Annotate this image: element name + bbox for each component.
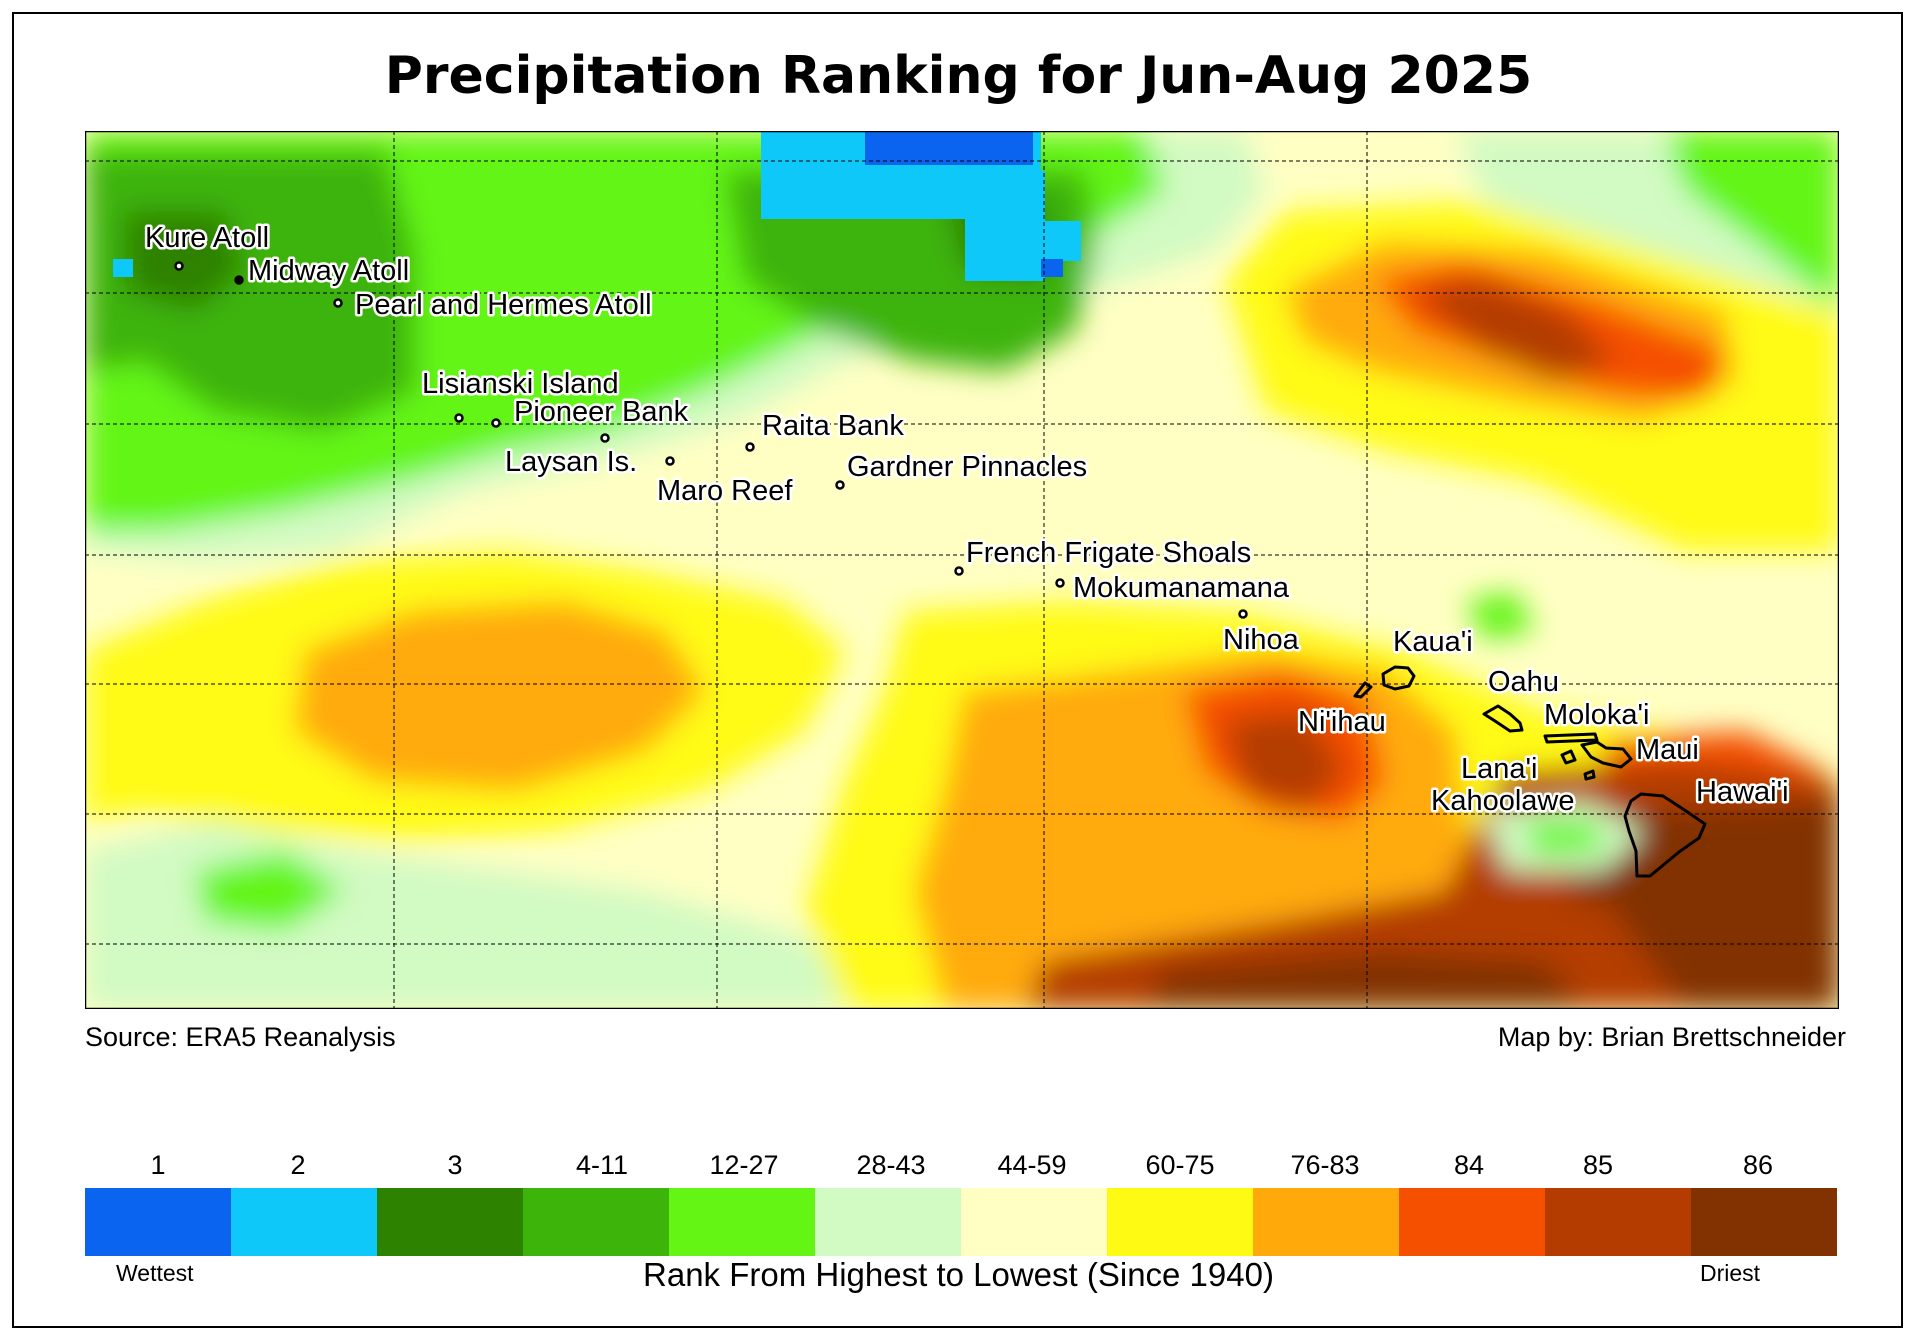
legend-swatch [523, 1188, 669, 1256]
label-kure-atoll: Kure Atoll [145, 222, 269, 254]
label-molokai: Moloka'i [1544, 699, 1649, 731]
place-markers [174, 261, 1248, 619]
figure-frame [12, 12, 1903, 1328]
legend-label: 1 [150, 1150, 166, 1180]
marker-maro-reef [665, 456, 675, 466]
marker-mokumanamana [1055, 578, 1065, 588]
label-kahoolawe: Kahoolawe [1431, 785, 1575, 817]
source-note: Source: ERA5 Reanalysis [85, 1022, 396, 1052]
label-oahu: Oahu [1488, 666, 1559, 698]
label-gardner-pinnacles: Gardner Pinnacles [847, 451, 1087, 483]
legend-title: Rank From Highest to Lowest (Since 1940) [643, 1256, 1274, 1293]
legend-label: 44-59 [997, 1150, 1067, 1180]
graticule [85, 131, 1839, 1009]
legend-wettest-label: Wettest [116, 1260, 194, 1286]
marker-nihoa [1238, 609, 1248, 619]
label-hawaii: Hawai'i [1696, 776, 1789, 808]
legend-label: 60-75 [1145, 1150, 1215, 1180]
marker-laysan-is [600, 433, 610, 443]
legend-label: 4-11 [575, 1150, 629, 1180]
label-maro-reef: Maro Reef [657, 475, 793, 507]
marker-pioneer-bank [491, 418, 501, 428]
marker-pearl-and-hermes-atoll [333, 298, 343, 308]
legend-swatch [1107, 1188, 1253, 1256]
molokai-outline [1543, 732, 1599, 744]
label-nihoa: Nihoa [1223, 624, 1300, 656]
legend-swatch [231, 1188, 377, 1256]
kauai-outline [1381, 665, 1416, 691]
lanai-outline [1560, 749, 1577, 765]
precipitation-rank-map: Kure Atoll Midway Atoll Pearl and Hermes… [85, 131, 1839, 1009]
label-french-frigate-shoals: French Frigate Shoals [966, 537, 1251, 569]
niihau-outline [1353, 681, 1373, 699]
oahu-outline [1482, 704, 1524, 733]
legend-colorbar [85, 1188, 1837, 1256]
legend-label: 12-27 [709, 1150, 779, 1180]
label-lanai: Lana'i [1461, 753, 1538, 785]
label-kauai: Kaua'i [1393, 626, 1473, 658]
label-pioneer-bank: Pioneer Bank [514, 396, 689, 428]
legend-label: 86 [1742, 1150, 1774, 1180]
marker-kure-atoll [174, 261, 184, 271]
legend-swatch [961, 1188, 1107, 1256]
legend-label: 76-83 [1290, 1150, 1360, 1180]
label-niihau: Ni'ihau [1298, 706, 1386, 738]
legend-swatch [1399, 1188, 1545, 1256]
place-labels: Kure Atoll Midway Atoll Pearl and Hermes… [143, 220, 1792, 820]
maui-outline [1580, 740, 1633, 769]
marker-gardner-pinnacles [835, 480, 845, 490]
legend-swatch [377, 1188, 523, 1256]
legend-swatch [669, 1188, 815, 1256]
legend-label: 28-43 [856, 1150, 926, 1180]
label-pearl-and-hermes-atoll: Pearl and Hermes Atoll [355, 289, 652, 321]
rank-field [85, 131, 1839, 1009]
legend-swatch [85, 1188, 231, 1256]
legend-swatch [815, 1188, 961, 1256]
kahoolawe-outline [1583, 769, 1596, 781]
label-maui: Maui [1636, 734, 1699, 766]
map-title: Precipitation Ranking for Jun-Aug 2025 [384, 46, 1533, 106]
label-raita-bank: Raita Bank [762, 410, 904, 442]
label-mokumanamana: Mokumanamana [1073, 572, 1290, 604]
legend-swatch [1691, 1188, 1837, 1256]
label-midway-atoll: Midway Atoll [248, 255, 409, 287]
legend-label: 85 [1582, 1150, 1614, 1180]
legend-swatch [1253, 1188, 1399, 1256]
legend-label: 84 [1453, 1150, 1485, 1180]
marker-french-frigate-shoals [954, 566, 964, 576]
legend-driest-label: Driest [1700, 1260, 1761, 1286]
credit-note: Map by: Brian Brettschneider [1497, 1022, 1846, 1052]
marker-lisianski-island [454, 413, 464, 423]
hawaii-outline [1623, 792, 1707, 878]
island-outlines [1353, 665, 1707, 878]
legend-label: 3 [447, 1150, 463, 1180]
marker-midway-atoll [234, 275, 244, 285]
label-lisianski-island: Lisianski Island [422, 368, 619, 400]
marker-raita-bank [745, 442, 755, 452]
legend-label: 2 [290, 1150, 306, 1180]
legend-swatch [1545, 1188, 1691, 1256]
label-laysan-is: Laysan Is. [505, 446, 637, 478]
